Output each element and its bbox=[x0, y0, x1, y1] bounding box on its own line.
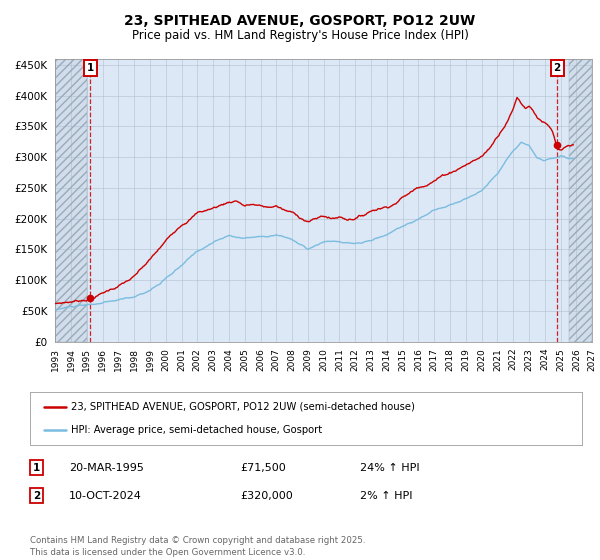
Text: 23, SPITHEAD AVENUE, GOSPORT, PO12 2UW (semi-detached house): 23, SPITHEAD AVENUE, GOSPORT, PO12 2UW (… bbox=[71, 402, 415, 412]
Text: 10-OCT-2024: 10-OCT-2024 bbox=[69, 491, 142, 501]
Text: 23, SPITHEAD AVENUE, GOSPORT, PO12 2UW: 23, SPITHEAD AVENUE, GOSPORT, PO12 2UW bbox=[124, 14, 476, 28]
Text: HPI: Average price, semi-detached house, Gosport: HPI: Average price, semi-detached house,… bbox=[71, 425, 323, 435]
Text: 2% ↑ HPI: 2% ↑ HPI bbox=[360, 491, 413, 501]
Text: £320,000: £320,000 bbox=[240, 491, 293, 501]
Text: 20-MAR-1995: 20-MAR-1995 bbox=[69, 463, 144, 473]
Text: 1: 1 bbox=[86, 63, 94, 73]
Text: 24% ↑ HPI: 24% ↑ HPI bbox=[360, 463, 419, 473]
Text: 2: 2 bbox=[554, 63, 561, 73]
Text: 2: 2 bbox=[33, 491, 40, 501]
Text: Price paid vs. HM Land Registry's House Price Index (HPI): Price paid vs. HM Land Registry's House … bbox=[131, 29, 469, 42]
Text: 1: 1 bbox=[33, 463, 40, 473]
Text: Contains HM Land Registry data © Crown copyright and database right 2025.
This d: Contains HM Land Registry data © Crown c… bbox=[30, 536, 365, 557]
Text: £71,500: £71,500 bbox=[240, 463, 286, 473]
